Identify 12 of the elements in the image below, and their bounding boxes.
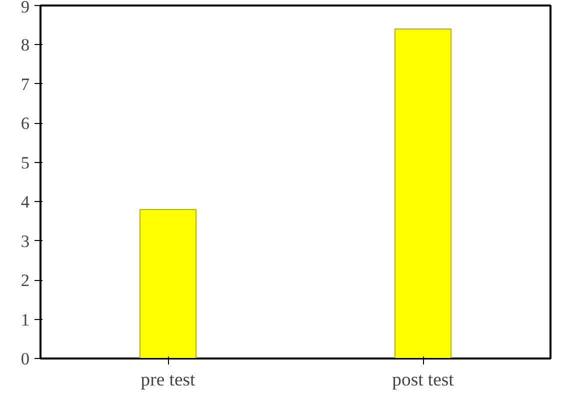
x-tick-label: pre test [140, 370, 196, 390]
y-tick-label: 5 [20, 153, 30, 172]
y-tick-label: 0 [20, 350, 30, 368]
y-tick-label: 8 [20, 36, 30, 55]
y-tick-label: 4 [20, 192, 30, 212]
x-tick-label: post test [392, 370, 455, 390]
y-tick-label: 7 [20, 74, 30, 94]
y-tick-label: 9 [20, 0, 30, 16]
y-tick-label: 1 [20, 310, 30, 330]
y-tick-label: 2 [20, 271, 30, 290]
y-tick-label: 3 [20, 232, 30, 251]
y-tick-label: 6 [20, 114, 30, 134]
